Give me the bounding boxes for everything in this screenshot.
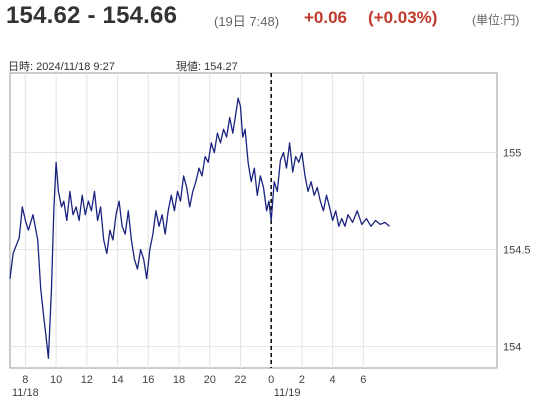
x-tick-label: 22: [234, 374, 246, 386]
x-tick-label: 4: [330, 374, 336, 386]
x-tick-label: 6: [360, 374, 366, 386]
y-tick-label: 154.5: [503, 245, 531, 257]
quote-time: (19日 7:48): [214, 14, 280, 29]
price-change-percent: (+0.03%): [368, 8, 438, 27]
x-tick-label: 16: [142, 374, 154, 386]
x-tick-label: 18: [173, 374, 185, 386]
datetime-readout: 日時: 2024/11/18 9:27: [8, 61, 115, 73]
x-tick-label: 2: [299, 374, 305, 386]
x-tick-label: 12: [81, 374, 93, 386]
y-tick-label: 154: [503, 342, 521, 354]
bid-ask-price: 154.62 - 154.66: [6, 2, 178, 29]
x-tick-label: 20: [204, 374, 216, 386]
x-tick-label: 14: [111, 374, 123, 386]
plot-area-frame: [9, 72, 498, 369]
date-label: 11/19: [274, 387, 301, 399]
x-tick-label: 10: [50, 374, 62, 386]
date-label: 11/18: [12, 387, 39, 399]
x-tick-label: 0: [268, 374, 274, 386]
current-value-readout: 現値: 154.27: [176, 61, 238, 73]
x-tick-label: 8: [22, 374, 28, 386]
price-series-line: [9, 97, 390, 359]
price-change: +0.06: [304, 8, 348, 27]
y-tick-label: 155: [503, 148, 521, 160]
unit-label: (単位:円): [472, 13, 520, 27]
